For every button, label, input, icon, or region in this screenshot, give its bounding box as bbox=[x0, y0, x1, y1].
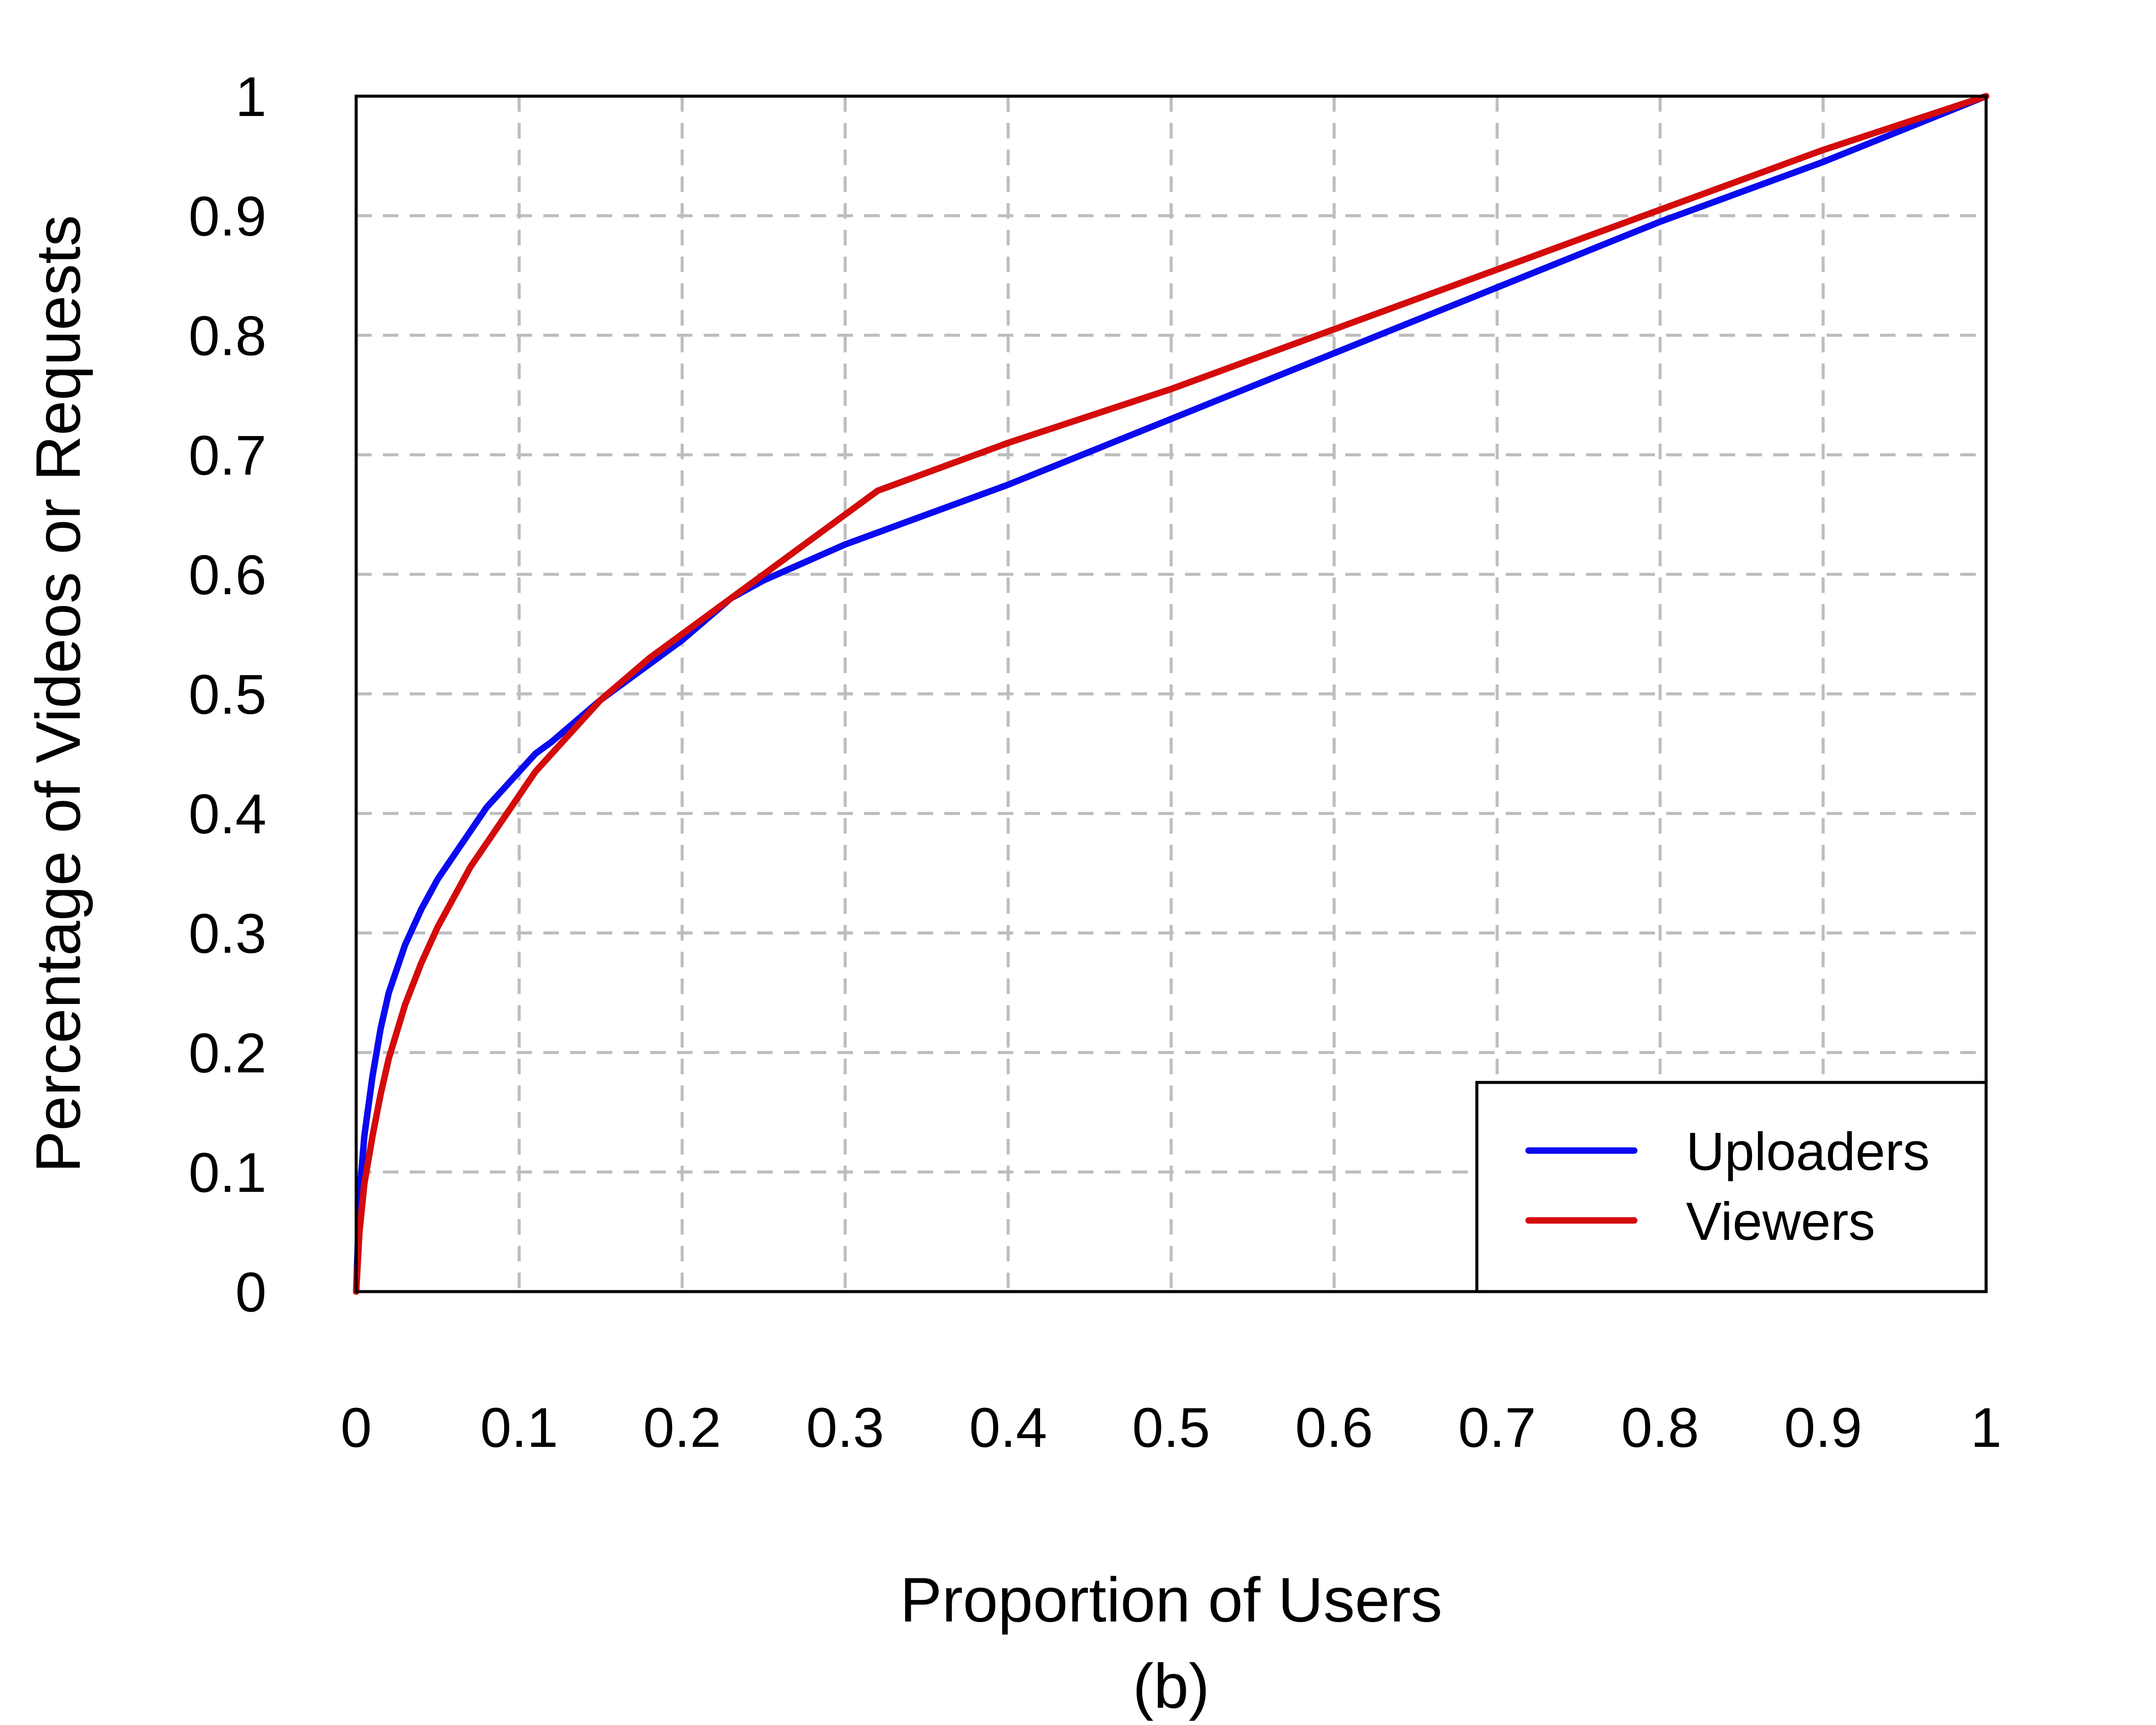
x-tick-labels: 0 0.1 0.2 0.3 0.4 0.5 0.6 0.7 0.8 0.9 1 bbox=[341, 1396, 2002, 1459]
y-tick-label-3: 0.3 bbox=[188, 902, 266, 965]
y-tick-label-5: 0.5 bbox=[188, 663, 266, 726]
legend-box bbox=[1475, 1081, 1988, 1293]
x-tick-label-4: 0.4 bbox=[969, 1396, 1047, 1459]
x-axis-title: Proportion of Users bbox=[900, 1565, 1442, 1635]
x-tick-label-5: 0.5 bbox=[1132, 1396, 1210, 1459]
x-tick-label-9: 0.9 bbox=[1784, 1396, 1862, 1459]
x-tick-label-6: 0.6 bbox=[1295, 1396, 1373, 1459]
y-tick-label-10: 1 bbox=[235, 65, 266, 128]
y-tick-label-8: 0.8 bbox=[188, 304, 266, 367]
x-tick-label-2: 0.2 bbox=[643, 1396, 721, 1459]
y-tick-label-1: 0.1 bbox=[188, 1141, 266, 1204]
y-tick-label-0: 0 bbox=[235, 1261, 266, 1324]
series-line-viewers bbox=[353, 93, 1990, 1295]
x-tick-label-1: 0.1 bbox=[480, 1396, 558, 1459]
y-tick-label-2: 0.2 bbox=[188, 1022, 266, 1085]
legend-label-uploaders: Uploaders bbox=[1686, 1122, 1930, 1182]
y-axis-title: Percentage of Videos or Requests bbox=[23, 215, 93, 1173]
x-tick-label-0: 0 bbox=[341, 1396, 372, 1459]
legend-label-viewers: Viewers bbox=[1686, 1192, 1875, 1251]
y-tick-label-7: 0.7 bbox=[188, 424, 266, 487]
series-line-uploaders bbox=[353, 93, 1990, 1295]
plot-frame bbox=[354, 94, 1988, 1293]
x-tick-label-7: 0.7 bbox=[1458, 1396, 1536, 1459]
x-tick-label-10: 1 bbox=[1971, 1396, 2002, 1459]
x-tick-label-8: 0.8 bbox=[1621, 1396, 1699, 1459]
legend: Uploaders Viewers bbox=[1475, 1081, 1988, 1293]
y-tick-label-6: 0.6 bbox=[188, 543, 266, 606]
figure-caption: (b) bbox=[1133, 1651, 1210, 1721]
series-layer bbox=[353, 93, 1990, 1295]
grid-lines bbox=[356, 96, 1986, 1292]
y-tick-label-9: 0.9 bbox=[188, 185, 266, 248]
y-tick-labels: 0 0.1 0.2 0.3 0.4 0.5 0.6 0.7 0.8 0.9 1 bbox=[188, 65, 266, 1324]
y-tick-label-4: 0.4 bbox=[188, 782, 266, 845]
x-tick-label-3: 0.3 bbox=[806, 1396, 884, 1459]
